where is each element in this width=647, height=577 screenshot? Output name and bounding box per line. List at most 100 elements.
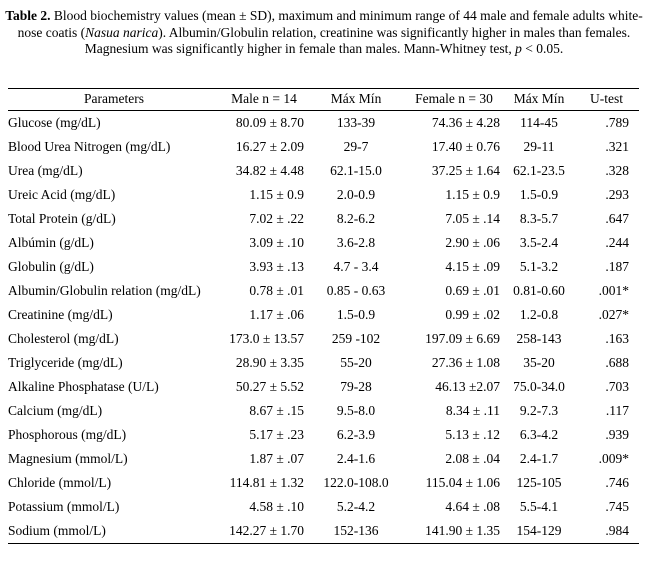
row-female-range: 6.3-4.2 [519,427,559,442]
row-female-value: 17.40 ± 0.76 [431,139,500,154]
row-male-value: 7.02 ± .22 [249,211,304,226]
row-female-range: 1.5-0.9 [519,187,559,202]
row-female-value: 0.69 ± .01 [445,283,500,298]
row-u-test: .009* [598,451,629,466]
row-u-test: .984 [574,519,639,544]
row-u-test: .117 [605,403,629,418]
header-parameters: Parameters [8,88,220,111]
table-row: Urea (mg/dL) 34.82 ± 4.48 62.1-15.0 37.25 ±… [8,159,639,183]
table-row: Alkaline Phosphatase (U/L) 50.27 ± 5.52 79… [8,375,639,399]
row-male-value: 173.0 ± 13.57 [229,331,304,346]
table-row: Calcium (mg/dL) 8.67 ± .15 9.5-8.0 8.34 ± .… [8,399,639,423]
table-row: Total Protein (g/dL) 7.02 ± .22 8.2-6.2 7.0… [8,207,639,231]
row-male-range: 0.85 - 0.63 [326,283,386,298]
row-u-test: .321 [605,139,629,154]
row-male-value: 114.81 ± 1.32 [229,475,304,490]
row-female-value: 74.36 ± 4.28 [431,115,500,130]
row-female-value: 46.13 ±2.07 [435,379,500,394]
row-u-test: .163 [605,331,629,346]
row-male-range: 5.2-4.2 [336,499,376,514]
row-female-range: 8.3-5.7 [519,211,559,226]
row-female-value: 27.36 ± 1.08 [431,355,500,370]
row-male-value: 0.78 ± .01 [249,283,304,298]
row-female-value: 4.64 ± .08 [445,499,500,514]
row-male-value: 80.09 ± 8.70 [235,115,304,130]
row-male-range: 2.0-0.9 [336,187,376,202]
caption-text-1: Blood biochemistry values (mean ± SD), m… [17,8,643,40]
header-female: Female n = 30 [404,88,504,111]
row-female-range: 2.4-1.7 [519,451,559,466]
row-female-value: 197.09 ± 6.69 [425,331,500,346]
table-header-row: Parameters Male n = 14 Máx Mín Female n … [8,88,639,111]
table-row: Albumin/Globulin relation (mg/dL) 0.78 ± … [8,279,639,303]
row-u-test: .647 [605,211,629,226]
row-parameter: Triglyceride (mg/dL) [8,355,123,370]
row-male-value: 16.27 ± 2.09 [235,139,304,154]
row-female-range: 0.81-0.60 [513,283,565,298]
row-parameter: Glucose (mg/dL) [8,115,101,130]
row-male-range: 152-136 [308,519,404,544]
table-row: Potassium (mmol/L) 4.58 ± .10 5.2-4.2 4.64 … [8,495,639,519]
row-u-test: .293 [605,187,629,202]
row-parameter: Chloride (mmol/L) [8,475,112,490]
row-male-range: 259 -102 [331,331,381,346]
row-female-range: 125-105 [516,475,562,490]
table-row: Triglyceride (mg/dL) 28.90 ± 3.35 55-20 27.… [8,351,639,375]
row-parameter: Potassium (mmol/L) [8,499,120,514]
table-row: Chloride (mmol/L) 114.81 ± 1.32 122.0-108.… [8,471,639,495]
row-male-range: 9.5-8.0 [336,403,376,418]
row-parameter: Alkaline Phosphatase (U/L) [8,379,159,394]
row-male-range: 8.2-6.2 [336,211,376,226]
row-male-range: 2.4-1.6 [336,451,376,466]
row-male-value: 4.58 ± .10 [249,499,304,514]
row-male-value: 1.17 ± .06 [249,307,304,322]
row-female-value: 5.13 ± .12 [445,427,500,442]
row-u-test: .789 [605,115,629,130]
row-female-value: 8.34 ± .11 [445,403,500,418]
row-parameter: Albúmin (g/dL) [8,235,94,250]
row-female-value: 4.15 ± .09 [445,259,500,274]
row-female-range: 154-129 [504,519,574,544]
row-male-value: 3.09 ± .10 [249,235,304,250]
caption-text-2: ). Albumin/Globulin relation, creatinine… [84,24,631,57]
row-male-value: 1.87 ± .07 [249,451,304,466]
row-female-value: 1.15 ± 0.9 [445,187,500,202]
row-male-value: 3.93 ± .13 [249,259,304,274]
row-female-value: 2.08 ± .04 [445,451,500,466]
row-parameter: Globulin (g/dL) [8,259,94,274]
row-female-range: 75.0-34.0 [513,379,565,394]
table-label: Table 2. [5,8,51,23]
row-male-range: 122.0-108.0 [323,475,389,490]
row-female-value: 115.04 ± 1.06 [425,475,500,490]
biochemistry-table: Parameters Male n = 14 Máx Mín Female n … [8,88,639,544]
row-male-range: 133-39 [336,115,376,130]
row-female-range: 29-11 [523,139,555,154]
row-male-value: 34.82 ± 4.48 [235,163,304,178]
row-parameter: Creatinine (mg/dL) [8,307,113,322]
row-female-range: 258-143 [516,331,562,346]
table-row: Globulin (g/dL) 3.93 ± .13 4.7 - 3.4 4.15 ±… [8,255,639,279]
row-u-test: .001* [598,283,629,298]
row-male-range: 3.6-2.8 [336,235,376,250]
row-parameter: Urea (mg/dL) [8,163,83,178]
row-u-test: .746 [605,475,629,490]
row-male-value: 1.15 ± 0.9 [249,187,304,202]
p-symbol: p [515,41,522,56]
header-male: Male n = 14 [220,88,308,111]
row-male-value: 28.90 ± 3.35 [235,355,304,370]
table-row: Cholesterol (mg/dL) 173.0 ± 13.57 259 -102… [8,327,639,351]
table-row: Sodium (mmol/L) 142.27 ± 1.70 152-136 141.9… [8,519,639,544]
row-u-test: .027* [598,307,629,322]
row-female-range: 35-20 [523,355,555,370]
row-u-test: .939 [605,427,629,442]
table-row: Albúmin (g/dL) 3.09 ± .10 3.6-2.8 2.90 ± .0… [8,231,639,255]
row-u-test: .328 [605,163,629,178]
row-female-value: 0.99 ± .02 [445,307,500,322]
row-female-range: 5.5-4.1 [519,499,559,514]
row-male-range: 29-7 [343,139,369,154]
row-male-range: 6.2-3.9 [336,427,376,442]
header-u-test: U-test [574,88,639,111]
row-parameter: Cholesterol (mg/dL) [8,331,119,346]
row-parameter: Phosphorous (mg/dL) [8,427,127,442]
row-female-value: 2.90 ± .06 [445,235,500,250]
